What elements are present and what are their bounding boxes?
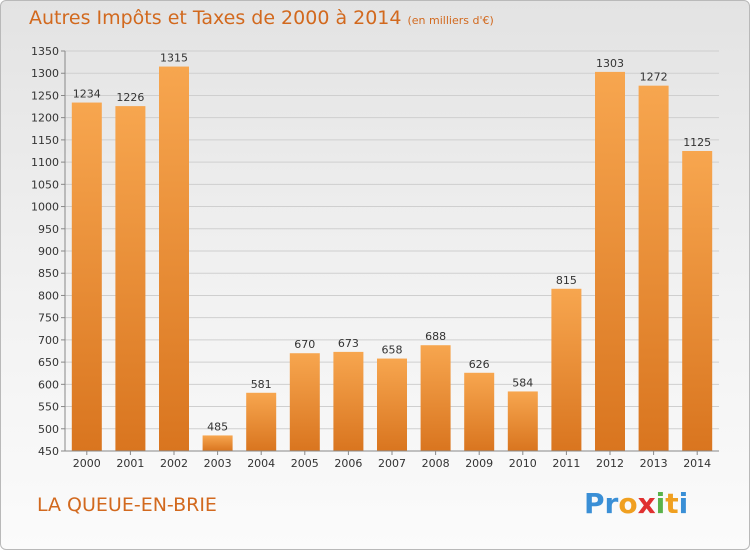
logo-letter: i (655, 487, 666, 520)
y-tick-label: 800 (38, 289, 59, 302)
data-label: 485 (207, 420, 228, 433)
bar (202, 435, 233, 451)
x-tick-label: 2006 (334, 457, 362, 470)
y-tick-label: 1250 (31, 89, 59, 102)
bar (71, 102, 102, 452)
bar (115, 106, 146, 451)
bar (551, 288, 582, 451)
y-tick-label: 750 (38, 312, 59, 325)
logo-letter: t (665, 487, 679, 520)
y-tick-label: 1300 (31, 67, 59, 80)
y-tick-label: 1150 (31, 134, 59, 147)
logo-letter: x (637, 487, 656, 520)
y-tick-label: 900 (38, 245, 59, 258)
x-tick-label: 2012 (596, 457, 624, 470)
data-label: 1303 (596, 57, 624, 70)
data-label: 670 (294, 338, 315, 351)
bar (289, 353, 320, 451)
x-tick-label: 2009 (465, 457, 493, 470)
logo-letter: r (604, 487, 619, 520)
data-label: 1125 (683, 136, 711, 149)
bar (638, 85, 669, 452)
bar (507, 391, 538, 451)
bar (595, 71, 625, 451)
logo-letter: P (584, 487, 605, 520)
data-label: 626 (469, 358, 490, 371)
proxiti-logo: Proxiti (584, 487, 688, 520)
y-tick-label: 1200 (31, 112, 59, 125)
y-tick-label: 1100 (31, 156, 59, 169)
data-label: 815 (556, 274, 577, 287)
bar (682, 151, 713, 451)
y-tick-label: 700 (38, 334, 59, 347)
y-tick-label: 450 (38, 445, 59, 458)
data-label: 1226 (116, 91, 144, 104)
logo-letter: i (678, 487, 689, 520)
bar (246, 392, 277, 451)
data-label: 1234 (73, 88, 101, 101)
x-tick-label: 2001 (116, 457, 144, 470)
x-tick-label: 2010 (509, 457, 537, 470)
y-tick-label: 650 (38, 356, 59, 369)
x-tick-label: 2013 (640, 457, 668, 470)
x-tick-label: 2000 (73, 457, 101, 470)
bar-chart: 450 500 550 600 650 700 750 800 850 900 950 1000 105… (31, 45, 719, 470)
x-tick-label: 2003 (204, 457, 232, 470)
logo-letter: o (618, 487, 638, 520)
y-tick-label: 500 (38, 423, 59, 436)
x-tick-label: 2004 (247, 457, 275, 470)
x-tick-label: 2007 (378, 457, 406, 470)
x-tick-label: 2002 (160, 457, 188, 470)
data-label: 1315 (160, 52, 188, 65)
bar (377, 358, 407, 451)
data-label: 673 (338, 337, 359, 350)
y-tick-label: 850 (38, 267, 59, 280)
data-label: 688 (425, 330, 446, 343)
y-tick-label: 600 (38, 378, 59, 391)
data-label: 581 (251, 378, 272, 391)
bars: 1234 1226 1315 485 581 670 673 658 688 626 584 815 1… (71, 52, 713, 452)
data-label: 658 (382, 344, 403, 357)
chart-title-text: Autres Impôts et Taxes de 2000 à 2014 (29, 7, 402, 29)
x-axis: 2000 2001 2002 2003 2004 2005 2006 2007 2008 2009… (65, 450, 719, 470)
commune-name: LA QUEUE-EN-BRIE (37, 494, 217, 516)
data-label: 584 (512, 376, 533, 389)
y-tick-label: 550 (38, 401, 59, 414)
x-tick-label: 2014 (683, 457, 711, 470)
bar (333, 351, 364, 451)
x-tick-label: 2005 (291, 457, 319, 470)
bar (420, 345, 451, 451)
data-label: 1272 (640, 71, 668, 84)
chart-title: Autres Impôts et Taxes de 2000 à 2014 (en… (29, 7, 494, 29)
y-axis: 450 500 550 600 650 700 750 800 850 900 950 1000 105… (31, 45, 66, 458)
y-tick-label: 950 (38, 223, 59, 236)
y-tick-label: 1000 (31, 201, 59, 214)
x-tick-label: 2008 (422, 457, 450, 470)
bar (464, 372, 495, 451)
bar (159, 66, 189, 452)
y-tick-label: 1350 (31, 45, 59, 58)
x-tick-label: 2011 (552, 457, 580, 470)
y-tick-label: 1050 (31, 178, 59, 191)
chart-subtitle: (en milliers d'€) (407, 14, 494, 27)
